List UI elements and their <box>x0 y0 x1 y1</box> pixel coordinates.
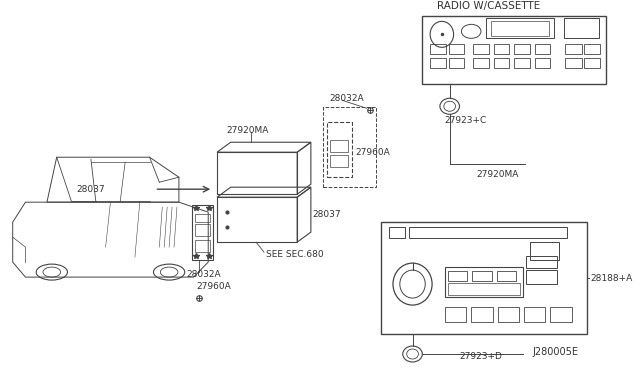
Bar <box>195 214 210 222</box>
Bar <box>493 44 509 54</box>
Text: J280005E: J280005E <box>532 347 579 357</box>
Bar <box>497 271 516 281</box>
Bar <box>535 58 550 68</box>
Bar <box>408 227 567 238</box>
Text: 27920MA: 27920MA <box>476 170 518 179</box>
Bar <box>448 283 520 295</box>
Text: RADIO W/CASSETTE: RADIO W/CASSETTE <box>437 1 540 12</box>
Bar <box>497 307 519 322</box>
Bar <box>389 227 404 238</box>
Bar <box>493 58 509 68</box>
Text: 28037: 28037 <box>76 185 105 194</box>
Bar <box>195 240 210 252</box>
Bar <box>491 21 549 36</box>
Bar <box>564 18 599 38</box>
Text: 28037: 28037 <box>313 210 342 219</box>
Bar <box>217 197 297 242</box>
Bar <box>565 44 582 54</box>
Text: 27960A: 27960A <box>196 282 231 291</box>
Bar <box>526 270 557 284</box>
Bar <box>191 205 213 260</box>
Bar <box>471 307 493 322</box>
Bar <box>565 58 582 68</box>
Bar <box>526 256 557 268</box>
Bar <box>381 222 586 334</box>
Bar <box>473 58 489 68</box>
Bar <box>486 18 554 38</box>
Text: 27923+C: 27923+C <box>445 116 487 125</box>
Bar <box>514 58 530 68</box>
Bar <box>445 307 467 322</box>
Bar <box>430 44 446 54</box>
Bar <box>448 271 467 281</box>
Bar <box>330 155 348 167</box>
Text: 28032A: 28032A <box>187 270 221 279</box>
Bar <box>328 122 352 177</box>
Bar <box>514 44 530 54</box>
Bar <box>430 58 446 68</box>
Bar <box>584 44 600 54</box>
Bar <box>530 242 559 260</box>
Bar <box>330 140 348 152</box>
Bar <box>584 58 600 68</box>
Bar <box>449 44 465 54</box>
Bar <box>472 271 492 281</box>
Bar <box>550 307 572 322</box>
Bar <box>473 44 489 54</box>
Bar <box>445 267 523 297</box>
Bar <box>323 107 376 187</box>
Bar <box>217 152 297 194</box>
Bar <box>195 224 210 236</box>
Bar <box>422 16 606 84</box>
Text: 28188+A: 28188+A <box>591 273 633 283</box>
Text: 27920MA: 27920MA <box>227 126 269 135</box>
Bar <box>524 307 545 322</box>
Text: 27960A: 27960A <box>355 148 390 157</box>
Text: 27923+D: 27923+D <box>460 352 502 360</box>
Text: 28032A: 28032A <box>330 94 364 103</box>
Bar <box>449 58 465 68</box>
Text: SEE SEC.680: SEE SEC.680 <box>266 250 324 259</box>
Bar <box>535 44 550 54</box>
